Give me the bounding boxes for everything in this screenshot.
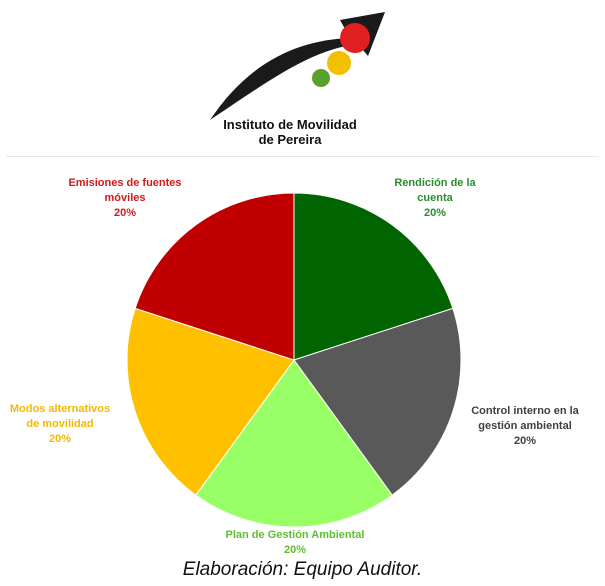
slice-label-1: Control interno en la gestión ambiental 20… [450,404,600,449]
slice-label-line: Emisiones de fuentes [68,177,182,189]
slice-label-4: Emisiones de fuentes móviles 20% [50,176,200,221]
logo-title-line1: Instituto de Movilidad [223,117,357,132]
logo-title-line2: de Pereira [258,132,322,147]
figure-caption: Elaboración: Equipo Auditor. [182,559,423,580]
slice-value-label: 20% [48,433,72,445]
pie-slice-3 [126,307,295,496]
slice-value-label: 20% [283,544,307,556]
slice-value-label: 20% [513,435,537,447]
pie-slice-0 [293,192,454,361]
slice-label-line: Control interno en la [471,405,579,417]
slice-label-line: de movilidad [26,418,94,430]
slice-label-line: Rendición de la [394,177,476,189]
pie-chart: Rendición de la cuenta 20% Control interno … [0,160,605,560]
logo-green-light [312,69,330,87]
slice-label-line: Modos alternativos [9,403,111,415]
slice-label-2: Plan de Gestión Ambiental 20% [190,528,400,558]
pie-svg [126,192,462,528]
pie-slice-1 [293,307,462,496]
slice-label-line: Plan de Gestión Ambiental [225,529,365,541]
slice-label-line: móviles [104,192,146,204]
slice-label-line: gestión ambiental [478,420,572,432]
slice-value-label: 20% [113,207,137,219]
logo-yellow-light [327,51,351,75]
pie-slice-2 [195,359,393,528]
slice-label-line: cuenta [417,192,453,204]
header-divider [6,156,599,157]
slice-label-3: Modos alternativos de movilidad 20% [0,402,120,447]
slice-label-0: Rendición de la cuenta 20% [360,176,510,221]
slice-value-label: 20% [423,207,447,219]
logo [210,12,385,120]
logo-red-light [340,23,370,53]
pie-slice-4 [134,192,295,361]
